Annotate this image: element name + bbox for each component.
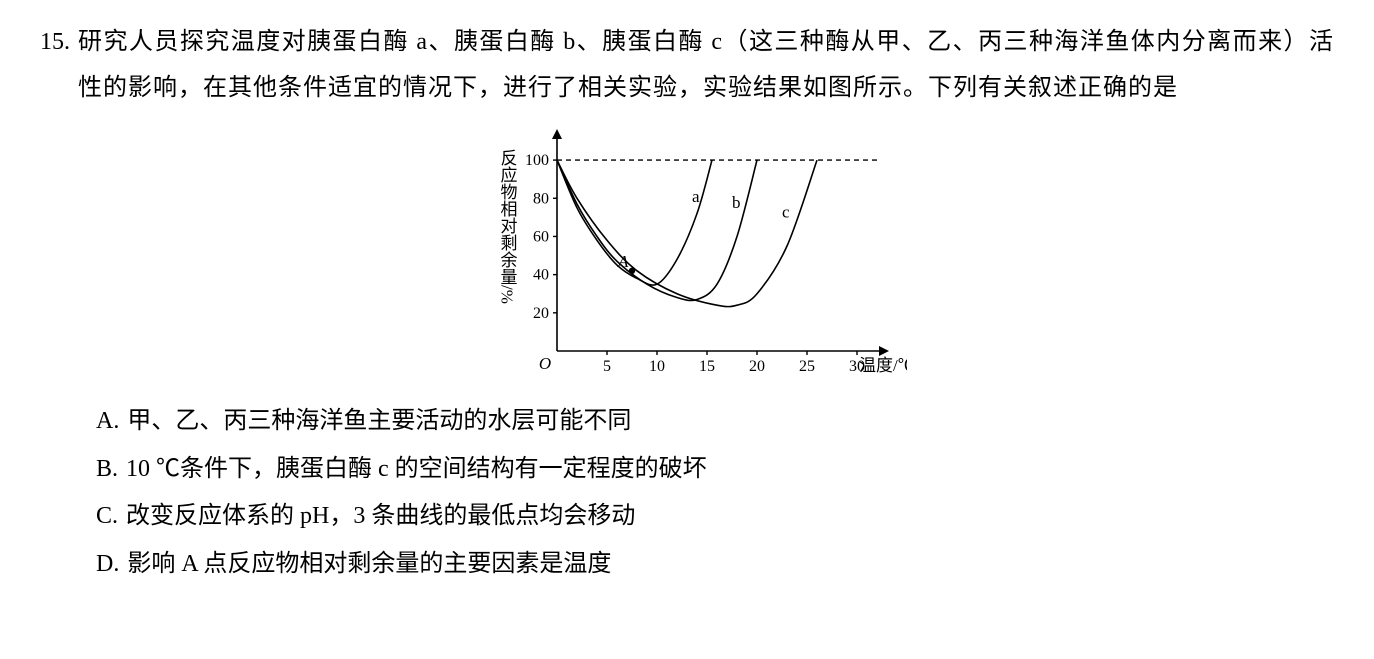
svg-text:b: b (732, 193, 741, 212)
svg-text:温度/℃: 温度/℃ (859, 356, 907, 375)
option-text: 10 ℃条件下，胰蛋白酶 c 的空间结构有一定程度的破坏 (126, 447, 707, 493)
option-letter: B. (96, 447, 118, 493)
option-text: 影响 A 点反应物相对剩余量的主要因素是温度 (127, 542, 611, 588)
svg-text:20: 20 (533, 305, 549, 322)
svg-text:60: 60 (533, 229, 549, 246)
option-C: C. 改变反应体系的 pH，3 条曲线的最低点均会移动 (96, 494, 1334, 540)
question-header: 15. 研究人员探究温度对胰蛋白酶 a、胰蛋白酶 b、胰蛋白酶 c（这三种酶从甲… (40, 20, 1334, 111)
svg-text:100: 100 (525, 152, 549, 169)
option-letter: C. (96, 494, 118, 540)
chart-container: 2040608010051015202530OabcA温度/℃反应物相对剩余量/… (40, 121, 1334, 391)
svg-text:25: 25 (799, 358, 815, 375)
options-list: A. 甲、乙、丙三种海洋鱼主要活动的水层可能不同 B. 10 ℃条件下，胰蛋白酶… (40, 399, 1334, 587)
option-B: B. 10 ℃条件下，胰蛋白酶 c 的空间结构有一定程度的破坏 (96, 447, 1334, 493)
svg-text:c: c (782, 203, 790, 222)
svg-text:80: 80 (533, 190, 549, 207)
svg-text:a: a (692, 187, 700, 206)
option-D: D. 影响 A 点反应物相对剩余量的主要因素是温度 (96, 542, 1334, 588)
svg-text:10: 10 (649, 358, 665, 375)
svg-text:20: 20 (749, 358, 765, 375)
question-number: 15. (40, 20, 70, 66)
line-chart: 2040608010051015202530OabcA温度/℃反应物相对剩余量/… (467, 121, 907, 391)
option-text: 改变反应体系的 pH，3 条曲线的最低点均会移动 (126, 494, 635, 540)
question-stem: 研究人员探究温度对胰蛋白酶 a、胰蛋白酶 b、胰蛋白酶 c（这三种酶从甲、乙、丙… (78, 20, 1334, 111)
svg-text:40: 40 (533, 267, 549, 284)
svg-text:15: 15 (699, 358, 715, 375)
svg-text:O: O (539, 354, 551, 373)
svg-text:A: A (617, 252, 629, 271)
question-block: 15. 研究人员探究温度对胰蛋白酶 a、胰蛋白酶 b、胰蛋白酶 c（这三种酶从甲… (40, 20, 1334, 588)
option-text: 甲、乙、丙三种海洋鱼主要活动的水层可能不同 (127, 399, 631, 445)
svg-text:反应物相对剩余量/%: 反应物相对剩余量/% (498, 149, 518, 304)
option-A: A. 甲、乙、丙三种海洋鱼主要活动的水层可能不同 (96, 399, 1334, 445)
option-letter: A. (96, 399, 119, 445)
option-letter: D. (96, 542, 119, 588)
svg-text:5: 5 (603, 358, 611, 375)
